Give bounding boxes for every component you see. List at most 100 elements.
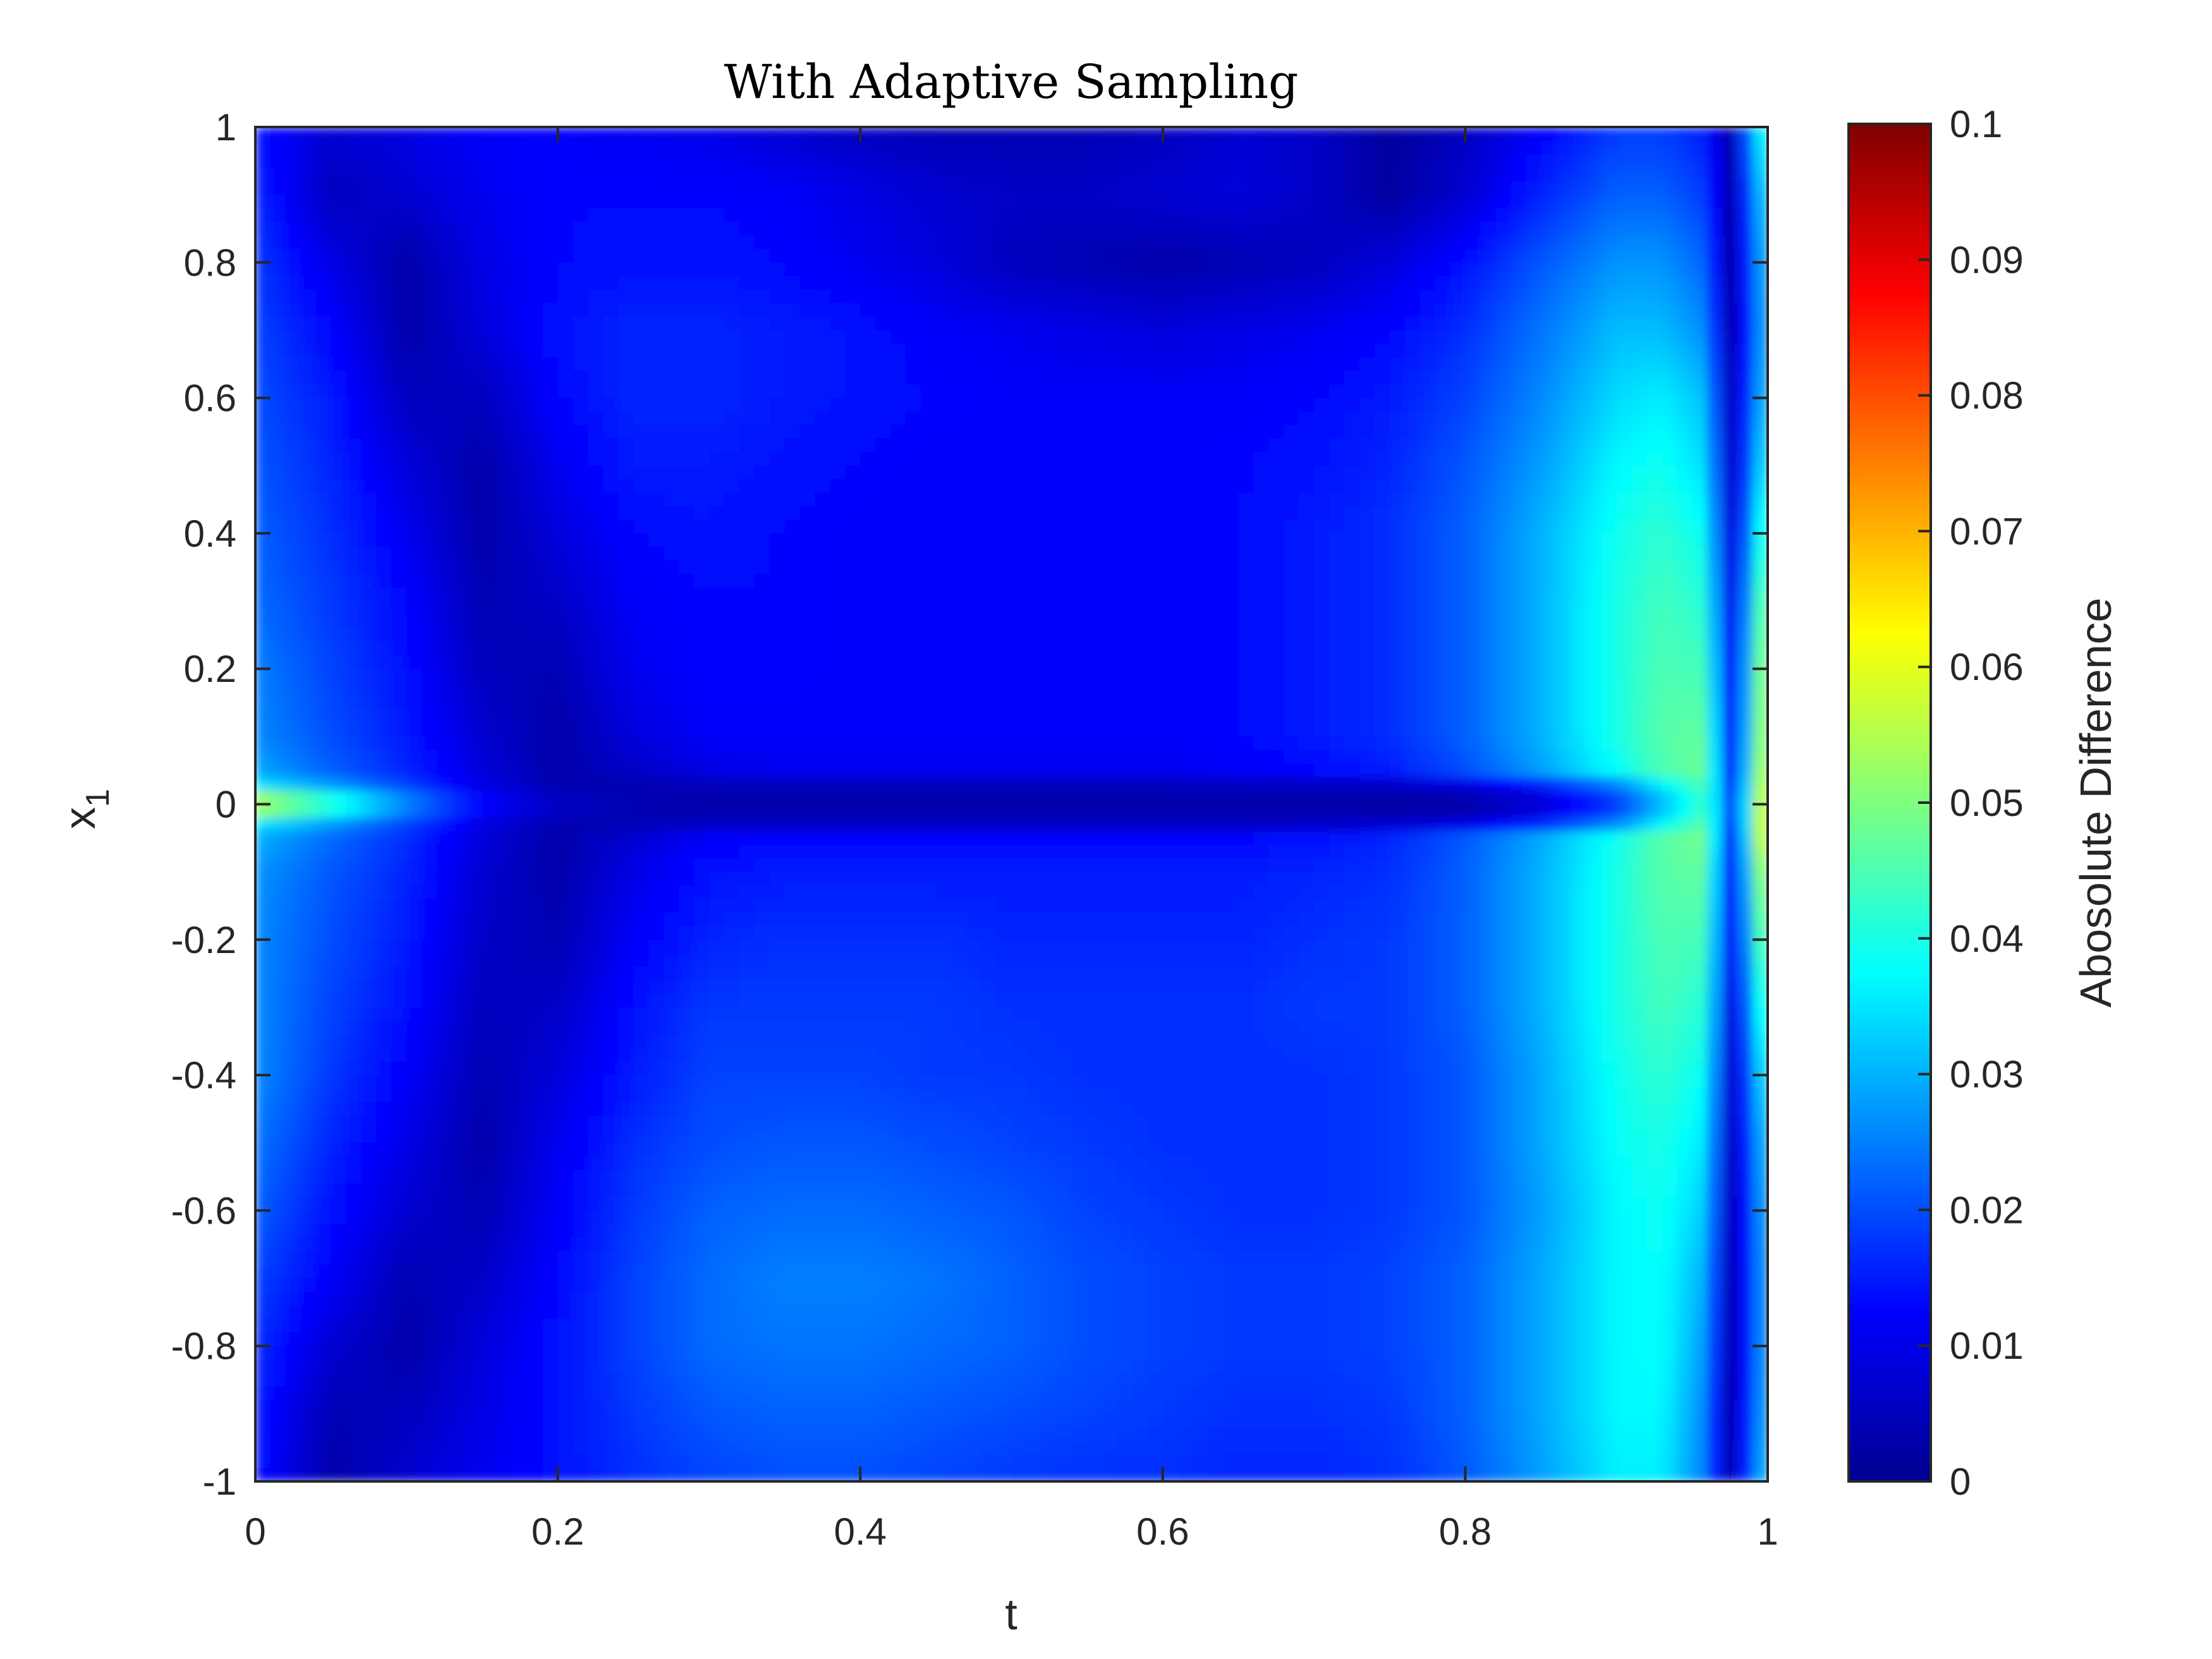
heatmap-cell [1344,547,1360,561]
heatmap-cell [1329,736,1345,751]
heatmap-cell [920,370,937,386]
heatmap-cell [1586,777,1602,792]
heatmap-cell [452,506,468,521]
heatmap-cell [1510,763,1527,778]
heatmap-cell [1707,628,1723,643]
heatmap-cell [361,709,377,724]
heatmap-cell [1284,127,1300,142]
heatmap-cell [1631,722,1648,738]
heatmap-cell [1662,763,1678,778]
heatmap-cell [1571,492,1587,507]
heatmap-cell [527,655,544,670]
heatmap-cell [1147,425,1164,439]
heatmap-cell [935,438,952,453]
heatmap-cell [1707,560,1723,575]
heatmap-cell [422,533,438,548]
heatmap-cell [830,547,846,561]
heatmap-cell [799,655,816,670]
heatmap-cell [422,411,438,426]
heatmap-cell [603,763,619,778]
heatmap-cell [527,398,544,413]
heatmap-cell [255,222,271,236]
heatmap-cell [467,669,483,683]
heatmap-cell [512,248,528,264]
heatmap-cell [664,438,680,453]
heatmap-cell [1555,587,1572,602]
heatmap-cell [679,669,695,683]
heatmap-cell [557,235,574,250]
heatmap-cell [285,628,301,643]
heatmap-cell [1707,330,1723,344]
heatmap-cell [935,574,952,588]
heatmap-cell [1435,127,1451,142]
heatmap-cell [482,479,498,494]
heatmap-cell [1646,614,1663,629]
heatmap-cell [875,722,892,738]
heatmap-cell [1268,628,1285,643]
heatmap-cell [1359,587,1375,602]
heatmap-cell [1253,154,1270,169]
heatmap-cell [981,384,997,399]
heatmap-cell [1057,547,1073,561]
heatmap-cell [1450,641,1466,656]
heatmap-cell [1722,235,1739,250]
heatmap-cell [1450,357,1466,372]
heatmap-cell [1601,492,1617,507]
heatmap-cell [512,384,528,399]
heatmap-cell [1042,574,1058,588]
heatmap-cell [784,587,801,602]
heatmap-cell [996,722,1012,738]
heatmap-cell [452,465,468,480]
heatmap-cell [1193,547,1209,561]
heatmap-cell [1404,370,1421,386]
heatmap-cell [1193,641,1209,656]
heatmap-cell [391,791,408,805]
heatmap-cell [422,248,438,264]
heatmap-cell [542,289,559,304]
heatmap-cell [860,357,877,372]
heatmap-cell [633,248,650,264]
heatmap-cell [285,547,301,561]
heatmap-cell [1057,384,1073,399]
heatmap-cell [1299,167,1315,182]
heatmap-cell [1571,520,1587,534]
heatmap-cell [1465,167,1481,182]
heatmap-cell [1132,317,1148,331]
heatmap-cell [890,398,906,413]
heatmap-cell [1510,357,1527,372]
heatmap-cell [1208,669,1224,683]
heatmap-cell [1495,208,1512,223]
heatmap-cell [1465,669,1481,683]
heatmap-cell [1268,425,1285,439]
heatmap-cell [1042,167,1058,182]
heatmap-cell [860,222,877,236]
heatmap-cell [255,492,271,507]
heatmap-cell [1026,669,1043,683]
heatmap-cell [1571,669,1587,683]
heatmap-cell [391,195,408,209]
heatmap-cell [1737,384,1754,399]
heatmap-cell [1631,520,1648,534]
heatmap-cell [467,222,483,236]
heatmap-cell [1284,262,1300,277]
heatmap-cell [603,547,619,561]
heatmap-cell [1753,492,1768,507]
heatmap-cell [1555,641,1572,656]
heatmap-cell [1555,506,1572,521]
heatmap-cell [1753,222,1768,236]
heatmap-cell [391,777,408,792]
heatmap-cell [1404,492,1421,507]
heatmap-cell [1359,357,1375,372]
heatmap-cell [1495,262,1512,277]
heatmap-cell [300,479,317,494]
heatmap-cell [1616,750,1632,765]
heatmap-cell [1329,167,1345,182]
heatmap-cell [905,736,921,751]
heatmap-cell [951,791,967,805]
heatmap-cell [1299,127,1315,142]
heatmap-cell [1692,492,1708,507]
heatmap-cell [542,533,559,548]
heatmap-cell [724,208,740,223]
heatmap-cell [1753,235,1768,250]
heatmap-cell [679,411,695,426]
